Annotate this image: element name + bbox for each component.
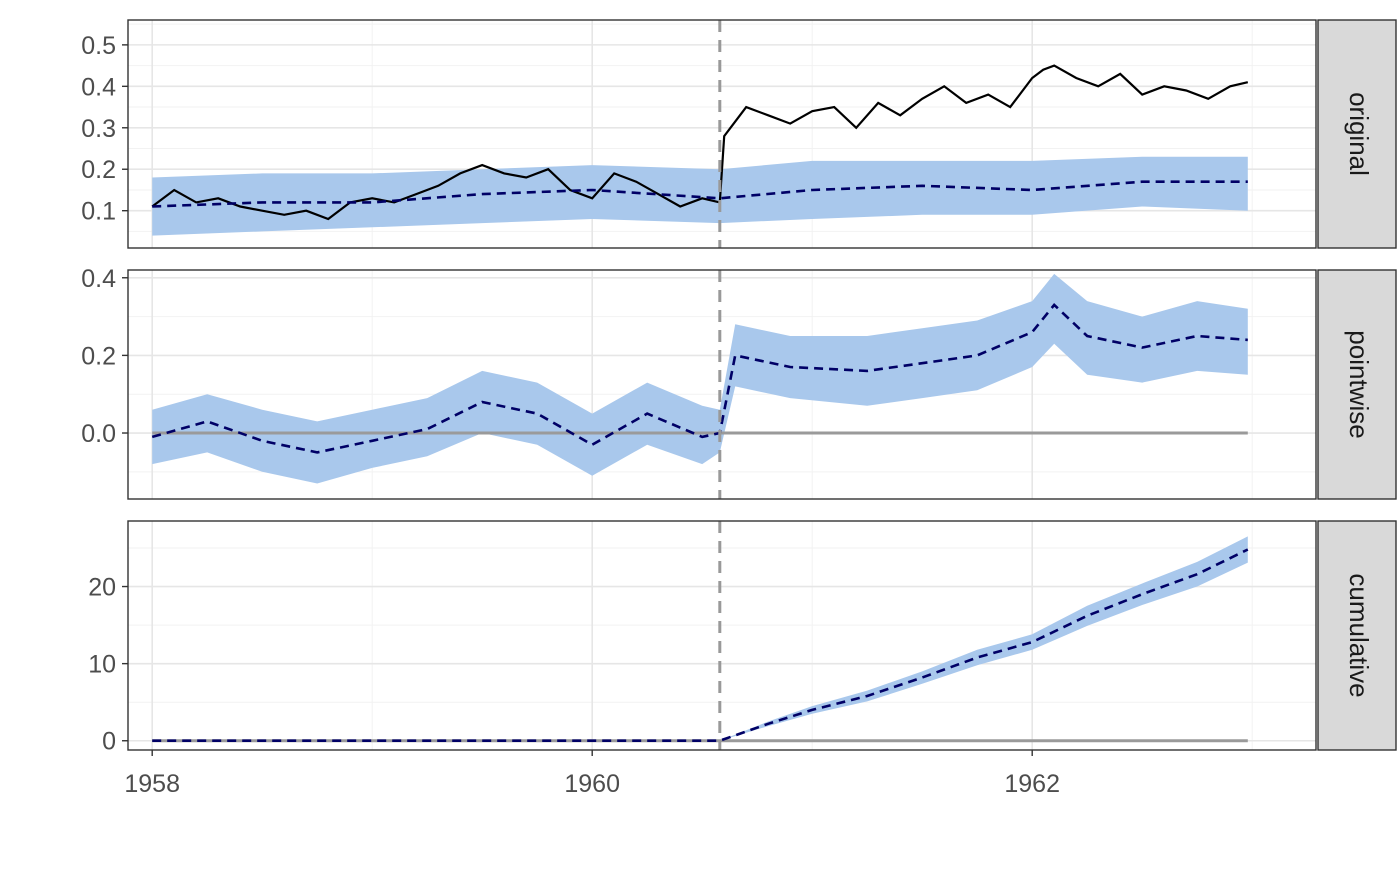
prediction-interval-band bbox=[152, 536, 1248, 741]
y-tick-label: 20 bbox=[88, 574, 116, 602]
facet-strip bbox=[1317, 520, 1397, 751]
facet-strip-label: cumulative bbox=[1344, 573, 1374, 697]
y-tick-label: 0 bbox=[102, 728, 116, 756]
facet-strip bbox=[1317, 19, 1397, 249]
y-tick-label: 0.3 bbox=[81, 115, 116, 143]
y-tick-label: 0.2 bbox=[81, 156, 116, 184]
facet-strip bbox=[1317, 269, 1397, 500]
y-tick-label: 10 bbox=[88, 651, 116, 679]
panel-pointwise: 0.0 0.2 0.4 pointwise bbox=[81, 265, 1397, 500]
y-tick-label: 0.0 bbox=[81, 420, 116, 448]
y-tick-label: 0.4 bbox=[81, 265, 116, 293]
facet-strip-label: pointwise bbox=[1344, 330, 1374, 438]
y-tick-label: 0.2 bbox=[81, 342, 116, 370]
y-tick-label: 0.4 bbox=[81, 73, 116, 101]
y-tick-label: 0.5 bbox=[81, 32, 116, 60]
panel-original: 0.1 0.2 0.3 0.4 0.5 original bbox=[81, 19, 1397, 249]
x-tick-label: 1962 bbox=[1004, 770, 1060, 798]
x-tick-label: 1958 bbox=[124, 770, 180, 798]
panel-background bbox=[128, 521, 1316, 750]
panel-border bbox=[127, 269, 1317, 500]
panel-cumulative: 0 10 20 cumulative bbox=[88, 520, 1397, 756]
panel-border bbox=[127, 520, 1317, 751]
x-tick-label: 1960 bbox=[564, 770, 620, 798]
y-tick-label: 0.1 bbox=[81, 198, 116, 226]
panel-border bbox=[127, 19, 1317, 249]
facet-strip-label: original bbox=[1344, 92, 1374, 176]
prediction-interval-band bbox=[152, 273, 1248, 484]
predicted-series-line bbox=[152, 180, 1248, 208]
predicted-series-line bbox=[152, 548, 1249, 743]
